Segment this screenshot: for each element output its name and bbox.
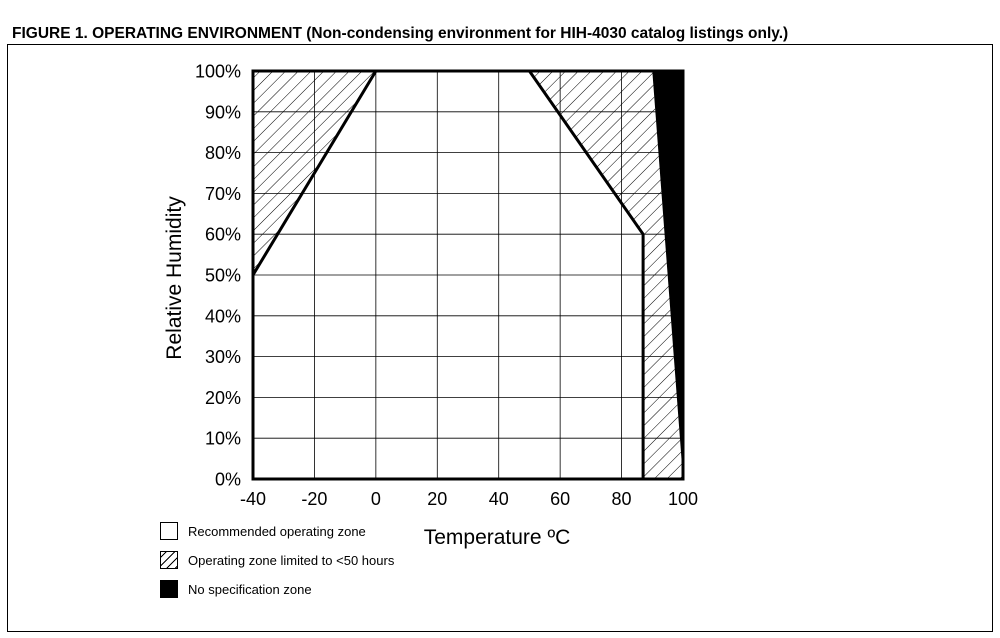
figure-title: FIGURE 1. OPERATING ENVIRONMENT (Non-con… [12,25,789,42]
y-axis-label: Relative Humidity [163,196,186,360]
legend-item-limited: Operating zone limited to <50 hours [160,546,394,574]
legend-label: Operating zone limited to <50 hours [188,552,395,568]
y-tick-label: 90% [205,102,241,122]
x-tick-label: 0 [371,489,381,509]
legend-item-recommended: Recommended operating zone [160,517,394,545]
legend-swatch-hatch [160,551,178,569]
y-tick-label: 50% [205,266,241,286]
y-tick-label: 30% [205,347,241,367]
legend-swatch-white [160,522,178,540]
x-tick-label: 80 [612,489,632,509]
x-tick-label: 60 [550,489,570,509]
y-tick-label: 60% [205,225,241,245]
x-tick-label: -40 [240,489,266,509]
x-tick-label: 100 [668,489,698,509]
legend: Recommended operating zone Operating zon… [160,517,394,604]
figure-frame [7,44,993,632]
y-tick-label: 80% [205,143,241,163]
legend-label: No specification zone [188,581,312,597]
y-tick-label: 10% [205,429,241,449]
legend-swatch-black [160,580,178,598]
y-tick-label: 40% [205,306,241,326]
x-tick-label: 40 [489,489,509,509]
legend-item-no-spec: No specification zone [160,575,394,603]
x-tick-label: -20 [301,489,327,509]
y-tick-label: 100% [195,62,241,82]
x-axis-label: Temperature ºC [424,526,571,549]
legend-label: Recommended operating zone [188,523,366,539]
x-tick-label: 20 [427,489,447,509]
recommended-zone-boundary [251,69,645,479]
y-tick-label: 70% [205,184,241,204]
y-tick-label: 20% [205,388,241,408]
y-tick-label: 0% [215,470,241,490]
